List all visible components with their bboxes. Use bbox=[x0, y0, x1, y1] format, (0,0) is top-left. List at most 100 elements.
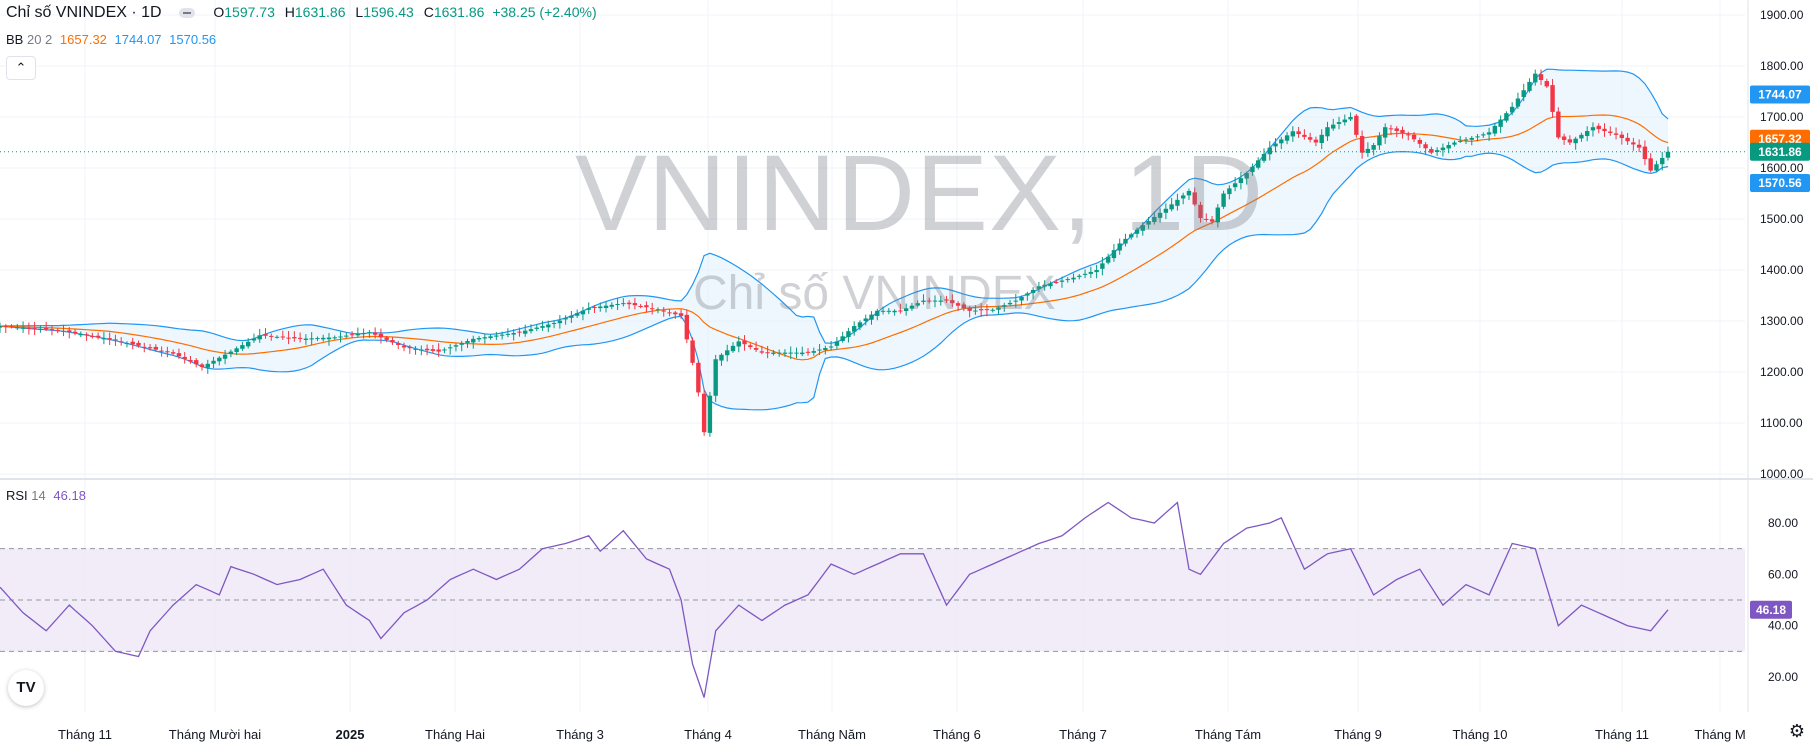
candle-body bbox=[546, 324, 551, 328]
candle-body bbox=[396, 343, 401, 345]
candle-body bbox=[1515, 98, 1521, 107]
candle-body bbox=[1152, 216, 1157, 223]
candle-body bbox=[205, 363, 210, 368]
candle-body bbox=[540, 326, 545, 328]
candle-body bbox=[471, 338, 476, 343]
candle-body bbox=[176, 353, 182, 357]
candle-body bbox=[142, 346, 147, 348]
candle-body bbox=[1336, 122, 1342, 124]
candle-body bbox=[367, 332, 372, 334]
candle-body bbox=[886, 310, 892, 312]
candle-body bbox=[961, 304, 967, 309]
candle-body bbox=[234, 348, 239, 353]
candle-body bbox=[459, 343, 464, 345]
candle-body bbox=[823, 348, 828, 351]
axes[interactable]: 1900.00 1800.00 1700.00 1600.00 1500.00 1400.… bbox=[58, 0, 1810, 742]
candle-body bbox=[49, 329, 55, 331]
candle-body bbox=[1117, 243, 1122, 251]
candle-body bbox=[78, 334, 84, 336]
low-label: L bbox=[355, 4, 364, 20]
candle-body bbox=[1302, 134, 1307, 137]
candle-body bbox=[424, 348, 430, 351]
candle-body bbox=[1527, 81, 1532, 91]
rsi-legend[interactable]: RSI 14 46.18 bbox=[6, 488, 86, 503]
bb-params: 20 2 bbox=[26, 32, 53, 47]
candle-body bbox=[1002, 305, 1007, 307]
candle-body bbox=[863, 318, 868, 322]
candle-body bbox=[61, 330, 66, 332]
candle-body bbox=[1348, 117, 1353, 120]
candle-body bbox=[765, 352, 770, 354]
candle-body bbox=[880, 310, 886, 312]
candle-body bbox=[1077, 275, 1082, 277]
candle-body bbox=[101, 338, 107, 340]
candle-body bbox=[130, 341, 135, 345]
candle-body bbox=[1492, 125, 1498, 134]
tradingview-logo-icon[interactable]: TV bbox=[8, 670, 44, 706]
candle-body bbox=[701, 393, 707, 433]
candle-body bbox=[401, 345, 407, 348]
candle-body bbox=[1371, 145, 1376, 150]
candle-body bbox=[927, 300, 932, 302]
candle-body bbox=[950, 300, 955, 304]
candle-body bbox=[32, 328, 37, 330]
candle-body bbox=[286, 337, 291, 339]
rsi-tick-label: 80.00 bbox=[1768, 516, 1798, 530]
price-tick-label: 1900.00 bbox=[1760, 8, 1804, 22]
candle-body bbox=[638, 306, 643, 308]
candle-body bbox=[586, 308, 591, 310]
candle-body bbox=[1129, 234, 1134, 238]
candle-body bbox=[1186, 190, 1192, 196]
candle-body bbox=[1365, 148, 1371, 153]
candle-body bbox=[1533, 73, 1538, 83]
candle-body bbox=[1440, 147, 1446, 151]
candle-body bbox=[447, 347, 453, 349]
candle-body bbox=[846, 331, 851, 338]
settings-gear-icon[interactable]: ⚙ bbox=[1788, 721, 1805, 741]
candle-body bbox=[315, 338, 320, 340]
candle-body bbox=[1342, 119, 1347, 123]
candle-body bbox=[1521, 90, 1526, 98]
candle-body bbox=[0, 326, 3, 328]
candle-body bbox=[199, 364, 205, 367]
candle-body bbox=[326, 337, 332, 340]
candle-body bbox=[1625, 137, 1630, 142]
hide-icon[interactable] bbox=[179, 8, 196, 19]
candle-body bbox=[211, 360, 216, 364]
candle-body bbox=[1602, 128, 1607, 132]
candle-body bbox=[263, 334, 268, 336]
candle-body bbox=[1596, 125, 1601, 130]
time-tick-label: 2025 bbox=[336, 727, 365, 742]
candle-body bbox=[655, 309, 661, 311]
candle-body bbox=[1157, 212, 1163, 218]
candle-body bbox=[523, 330, 528, 334]
high-label: H bbox=[284, 4, 295, 20]
price-label-badge bbox=[1750, 85, 1810, 104]
candle-body bbox=[124, 343, 130, 345]
symbol-title[interactable]: Chỉ số VNINDEX · 1D bbox=[6, 4, 162, 21]
price-tick-label: 1700.00 bbox=[1760, 110, 1804, 124]
candle-body bbox=[1458, 140, 1463, 142]
candle-body bbox=[528, 329, 534, 332]
rsi-value-badge bbox=[1750, 600, 1792, 619]
candle-body bbox=[1279, 139, 1284, 144]
candle-body bbox=[1169, 204, 1174, 210]
low-value: 1596.43 bbox=[363, 4, 414, 20]
candle-body bbox=[1631, 142, 1636, 145]
candle-body bbox=[228, 351, 234, 354]
bb-legend[interactable]: BB 20 2 1657.32 1744.07 1570.56 bbox=[6, 32, 216, 47]
candle-body bbox=[915, 303, 920, 306]
candle-body bbox=[222, 354, 228, 359]
candle-body bbox=[984, 309, 990, 311]
open-label: O bbox=[213, 4, 225, 20]
candle-body bbox=[725, 350, 730, 356]
candle-body bbox=[274, 336, 280, 338]
collapse-legend-button[interactable]: ⌃ bbox=[6, 56, 36, 80]
candle-body bbox=[782, 352, 788, 354]
candle-body bbox=[973, 310, 978, 312]
time-tick-label: Tháng 11 bbox=[1595, 727, 1649, 742]
candle-body bbox=[1221, 193, 1226, 207]
candle-body bbox=[903, 308, 909, 311]
candle-body bbox=[580, 310, 586, 315]
